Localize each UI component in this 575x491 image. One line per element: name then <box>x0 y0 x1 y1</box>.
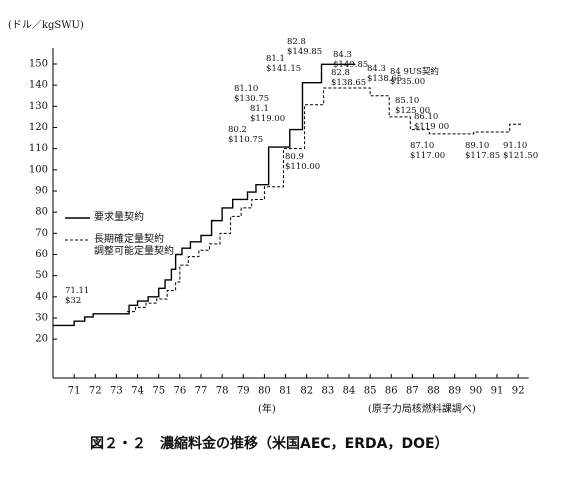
y-tick-label: 100 <box>29 164 48 175</box>
annotation: 84.3 $149.85 <box>333 50 369 70</box>
x-tick-label: 88 <box>427 386 440 397</box>
annotation: 80.2 $110.75 <box>228 125 264 145</box>
y-tick-label: 130 <box>29 101 48 112</box>
x-tick-label: 91 <box>491 386 504 397</box>
x-tick-label: 85 <box>364 386 377 397</box>
step-line <box>53 63 356 327</box>
annotation: 87.10 $117.00 <box>410 141 446 161</box>
y-tick-label: 60 <box>35 249 48 260</box>
annotation: 86.10 $119 00 <box>414 112 450 132</box>
x-tick-label: 80 <box>258 386 271 397</box>
x-tick-label: 75 <box>152 386 165 397</box>
x-tick-label: 83 <box>321 386 334 397</box>
y-tick-label: 40 <box>35 291 48 302</box>
annotation: 80.9 $110.00 <box>285 152 321 172</box>
legend-label: 要求量契約 <box>94 212 144 223</box>
annotation: 84.3 $138.65 <box>367 64 403 84</box>
y-tick-label: 120 <box>29 122 48 133</box>
y-tick-label: 80 <box>35 207 48 218</box>
step-line <box>126 87 523 313</box>
x-tick-label: 74 <box>131 386 144 397</box>
annotation: 91.10 $121.50 <box>503 141 539 161</box>
x-tick-label: 73 <box>110 386 123 397</box>
x-tick-label: 72 <box>89 386 102 397</box>
y-tick-label: 30 <box>35 312 48 323</box>
y-tick-label: 20 <box>35 334 48 345</box>
annotation: 81.1 $119.00 <box>250 104 286 124</box>
x-tick-label: 89 <box>448 386 461 397</box>
y-tick-label: 110 <box>29 143 48 154</box>
annotation: 84 9US契約 $135.00 <box>390 67 439 87</box>
caption: 図２・２ 濃縮料金の推移（米国AEC，ERDA，DOE） <box>90 436 449 452</box>
annotation: 82.8 $149.85 <box>287 37 323 57</box>
x-tick-label: 76 <box>173 386 186 397</box>
x-tick-label: 71 <box>68 386 81 397</box>
annotation: 81.1 $141.15 <box>266 54 302 74</box>
x-tick-label: 87 <box>406 386 419 397</box>
x-tick-label: 92 <box>512 386 525 397</box>
annotation: 82.8 $138.65 <box>331 68 367 88</box>
legend-label: 長期確定量契約 調整可能定量契約 <box>94 234 174 257</box>
y-tick-label: 70 <box>35 228 48 239</box>
x-tick-label: 82 <box>300 386 313 397</box>
source: (原子力局核燃料課調べ) <box>368 404 476 415</box>
annotation: 85.10 $125 00 <box>395 96 431 116</box>
x-unit: (年) <box>258 404 276 415</box>
x-tick-label: 84 <box>343 386 356 397</box>
annotation: 89.10 $117.85 <box>465 141 501 161</box>
y-tick-label: 50 <box>35 270 48 281</box>
y-tick-label: 90 <box>35 185 48 196</box>
y-tick-label: 140 <box>29 80 48 91</box>
x-tick-label: 77 <box>195 386 208 397</box>
x-tick-label: 79 <box>237 386 250 397</box>
annotation: 81.10 $130.75 <box>234 84 270 104</box>
y-tick-label: 150 <box>29 58 48 69</box>
x-tick-label: 90 <box>469 386 482 397</box>
x-tick-label: 78 <box>216 386 229 397</box>
annotation: 71.11 $32 <box>65 286 90 306</box>
x-tick-label: 81 <box>279 386 292 397</box>
y-unit: (ドル／kgSWU) <box>8 20 84 31</box>
x-tick-label: 86 <box>385 386 398 397</box>
